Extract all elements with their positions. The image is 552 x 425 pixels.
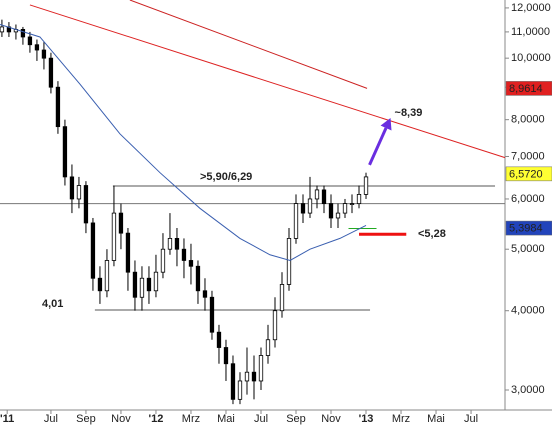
candle-body	[139, 277, 145, 298]
x-tick-label: Mrz	[392, 413, 410, 425]
candle-body	[0, 26, 5, 33]
candle-body	[34, 44, 40, 51]
y-tick-label: 6,0000	[511, 193, 545, 205]
candle-body	[209, 296, 215, 333]
candle-body	[153, 271, 159, 292]
x-tick-label: Mai	[427, 413, 445, 425]
y-tick-label: 4,0000	[511, 305, 545, 317]
candle-body	[356, 194, 362, 204]
candle-body	[27, 36, 33, 46]
candle-body	[342, 203, 348, 214]
candle-body	[76, 185, 82, 200]
candle-body	[230, 363, 236, 400]
candle-body	[314, 189, 320, 200]
candle-body	[111, 212, 117, 261]
x-tick-label: Jul	[254, 413, 268, 425]
candle-body	[132, 271, 138, 298]
candle-body	[160, 248, 166, 273]
candle-body	[202, 290, 208, 298]
level-label: <5,28	[418, 228, 446, 240]
candle-body	[195, 265, 201, 292]
x-tick-label: Mrz	[182, 413, 200, 425]
trend-line	[29, 4, 506, 159]
arrow-head	[380, 117, 392, 131]
x-tick-label: Nov	[321, 413, 341, 425]
y-tick-label: 8,0000	[511, 114, 545, 126]
candle-body	[188, 260, 194, 267]
y-tick-label: 7,0000	[511, 150, 545, 162]
x-tick-label: Jul	[464, 413, 478, 425]
candle-body	[62, 126, 68, 178]
candle-body	[279, 284, 285, 312]
x-tick-label: '12	[149, 413, 164, 425]
trend-line	[129, 0, 368, 89]
x-tick-label: Mai	[217, 413, 235, 425]
x-tick-label: '11	[0, 413, 14, 425]
candle-body	[216, 331, 222, 348]
candle-body	[293, 203, 299, 239]
candle-body	[181, 248, 187, 261]
price-marker	[505, 166, 552, 182]
y-tick-label: 10,0000	[511, 52, 551, 64]
y-tick-label: 3,0000	[511, 384, 545, 396]
candle-body	[244, 371, 250, 382]
arrow-label: ~8,39	[395, 107, 423, 119]
candle-body	[328, 203, 334, 219]
x-tick-label: '13	[359, 413, 374, 425]
price-marker-label: 8,9614	[509, 83, 543, 95]
y-tick-label: 12,0000	[511, 2, 551, 14]
moving-average	[0, 24, 367, 261]
price-marker	[505, 81, 552, 96]
x-tick-label: Sep	[76, 413, 96, 425]
candle-body	[363, 176, 369, 195]
candle-body	[167, 238, 173, 250]
level-label: 4,01	[42, 298, 63, 310]
candle-body	[118, 212, 124, 234]
arrow-shaft	[368, 127, 388, 166]
level-label: >5,90/6,29	[200, 171, 252, 183]
candle-body	[335, 212, 341, 219]
candle-body	[349, 203, 355, 205]
x-tick-label: Jul	[44, 413, 58, 425]
candle-body	[83, 185, 89, 224]
candle-body	[174, 238, 180, 250]
candle-body	[258, 355, 264, 382]
candle-body	[125, 232, 131, 273]
candle-body	[300, 203, 306, 214]
y-tick-label: 5,0000	[511, 243, 545, 255]
candle-body	[307, 198, 313, 214]
candle-body	[97, 277, 103, 292]
candle-body	[146, 277, 152, 292]
y-tick-label: 11,0000	[511, 26, 550, 38]
candle-body	[223, 347, 229, 365]
candle-body	[55, 86, 61, 128]
candle-body	[321, 189, 327, 204]
candle-body	[48, 57, 54, 88]
x-tick-label: Nov	[111, 413, 131, 425]
candle-body	[272, 310, 278, 341]
x-tick-label: Sep	[286, 413, 306, 425]
candle-body	[20, 29, 26, 38]
candle-body	[251, 371, 257, 382]
candle-body	[237, 380, 243, 400]
candle-body	[41, 49, 47, 59]
price-marker-label: 5,3984	[509, 222, 543, 234]
candle-body	[104, 260, 110, 292]
price-marker-label: 6,5720	[509, 168, 543, 180]
candle-body	[286, 238, 292, 285]
price-marker	[505, 220, 552, 236]
candle-body	[90, 222, 96, 279]
candle-body	[69, 176, 75, 200]
candle-body	[265, 339, 271, 356]
